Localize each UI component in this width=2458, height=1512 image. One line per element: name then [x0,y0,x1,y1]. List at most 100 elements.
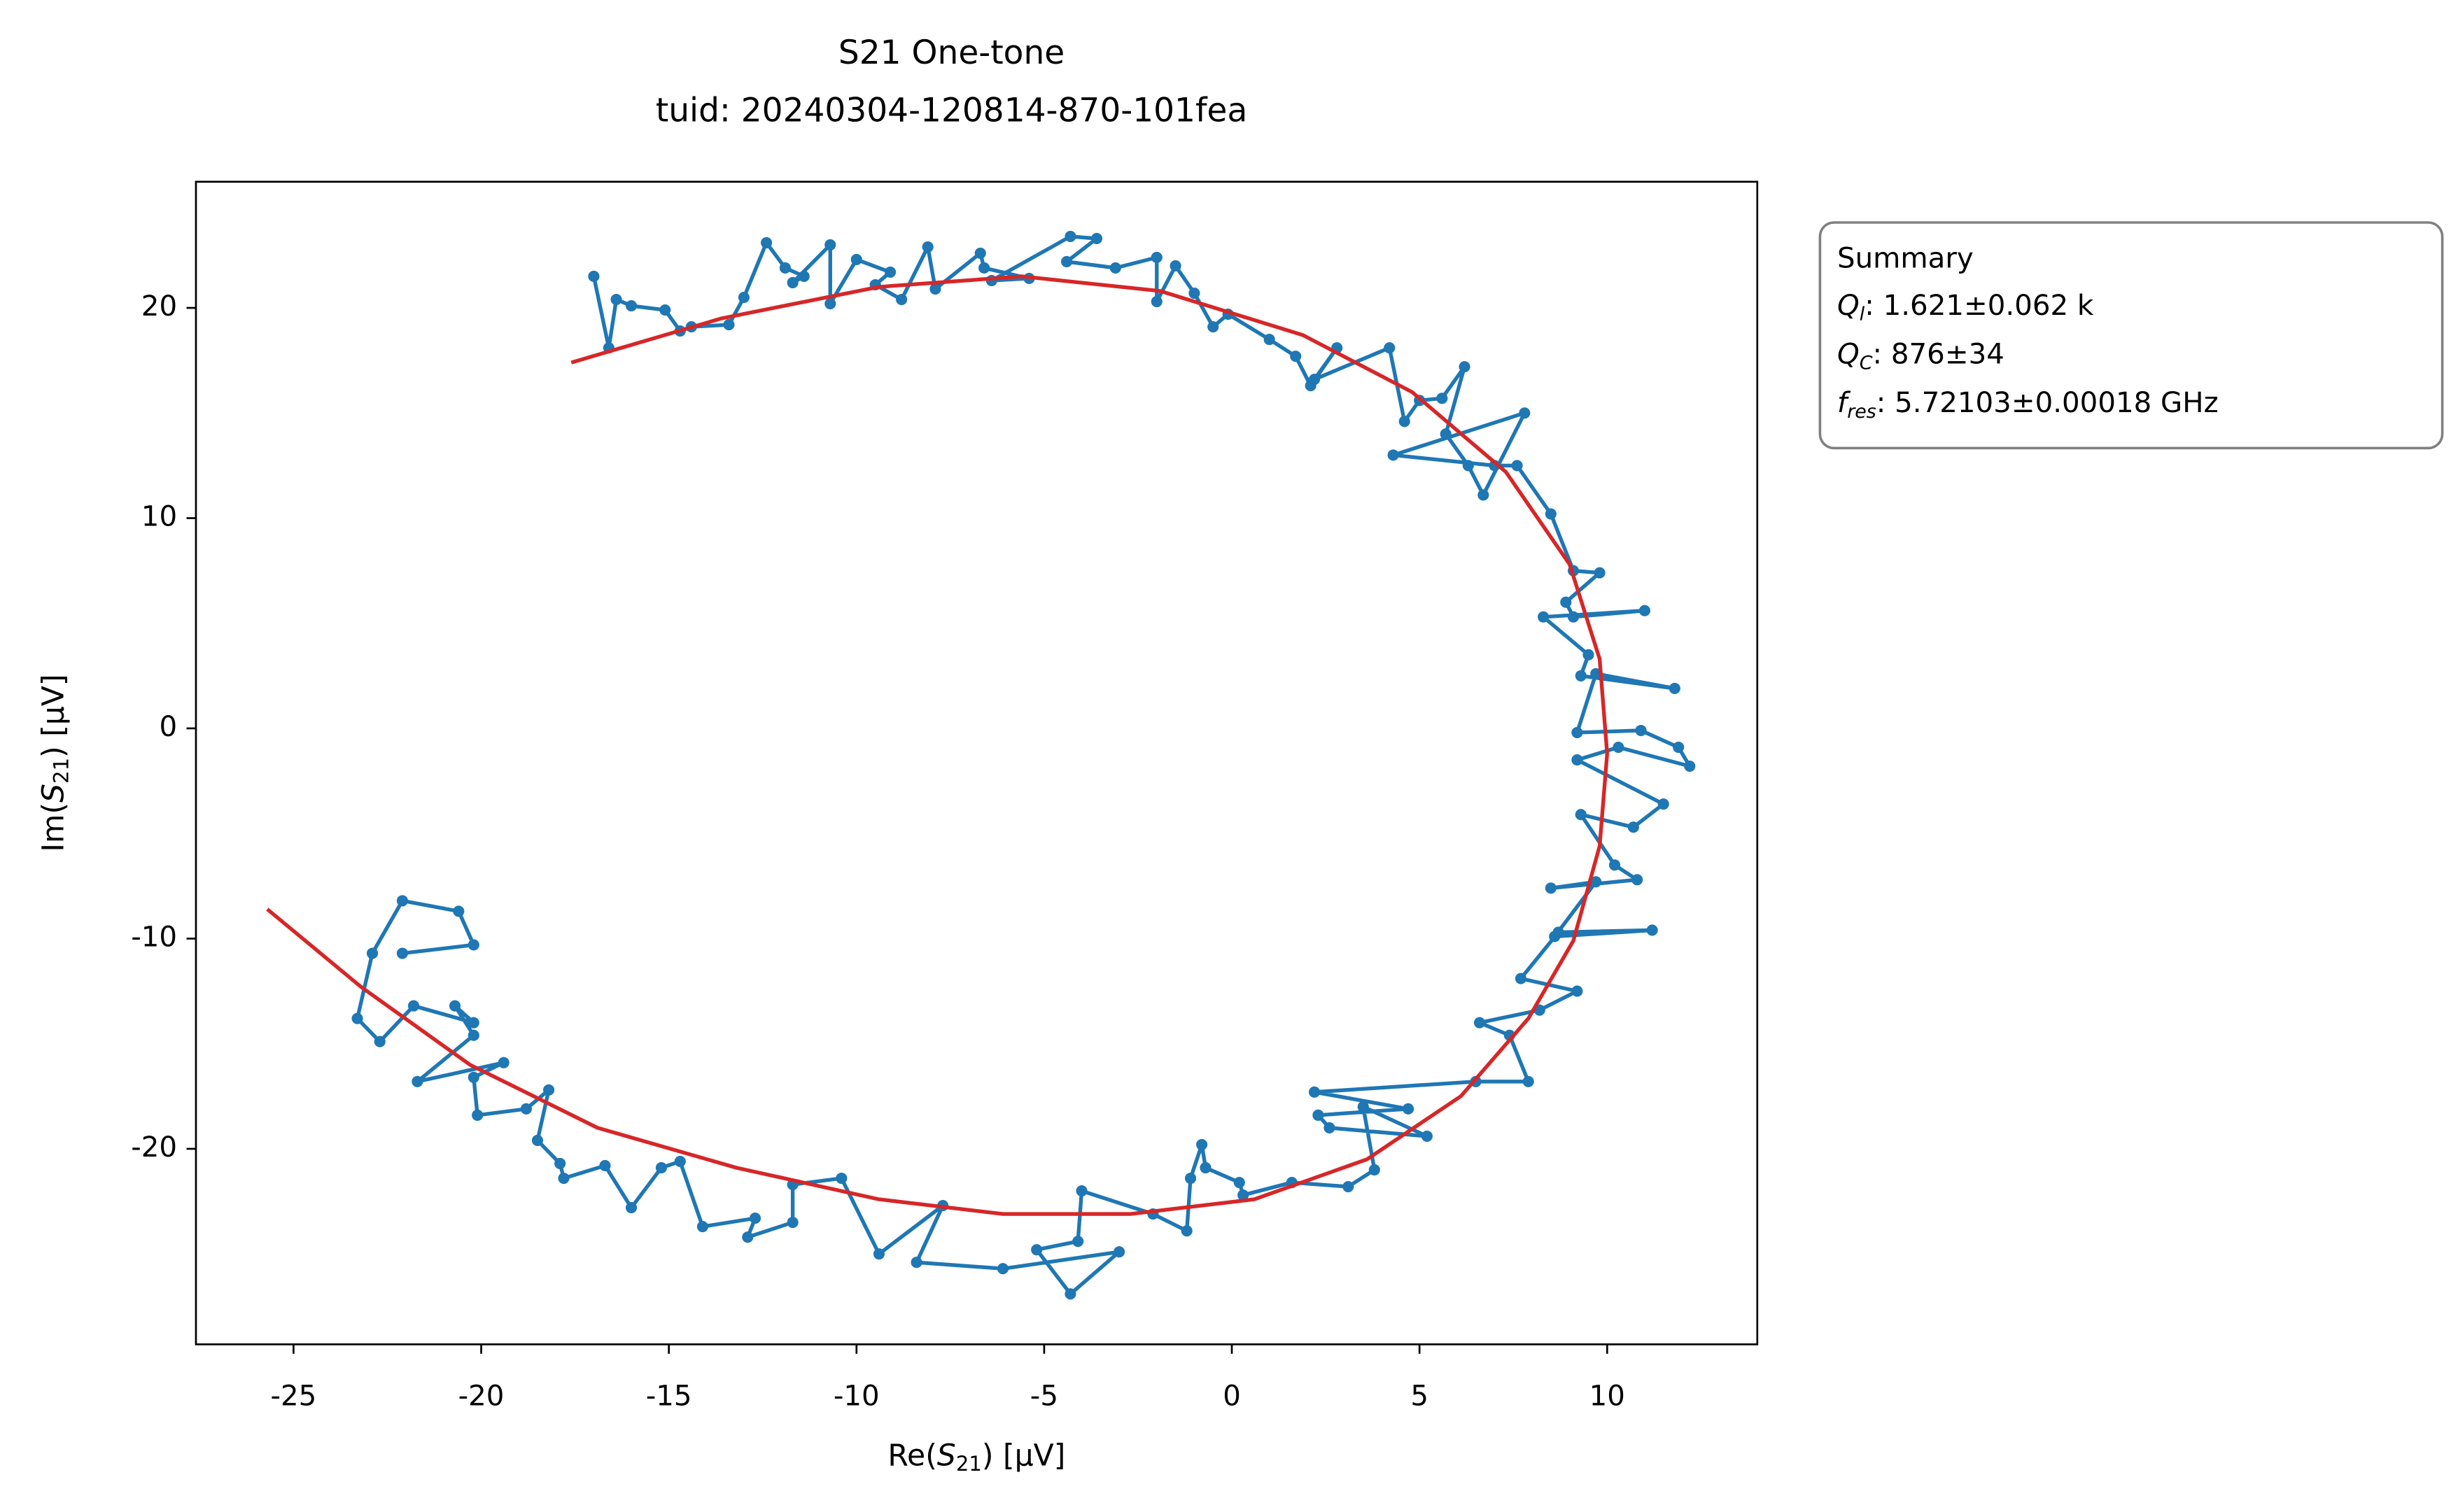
data-point [1638,605,1650,616]
data-point [997,1263,1009,1275]
data-point [1076,1185,1088,1197]
data-point [1552,926,1564,938]
data-point [896,293,908,306]
data-point [1567,611,1580,623]
data-point [1290,351,1302,362]
data-point [498,1057,510,1068]
data-point [1436,393,1448,404]
data-point [655,1161,667,1174]
data-point [1545,508,1557,520]
data-point [1635,724,1647,737]
data-point [824,239,836,250]
data-point [850,253,862,266]
data-point [1065,1288,1076,1300]
data-point [1263,334,1275,346]
data-point [1184,1172,1197,1185]
data-point [659,304,671,316]
data-point [625,299,638,312]
data-point [1545,882,1557,894]
data-point [610,293,622,306]
data-point [1594,567,1606,579]
data-point [396,895,408,907]
data-point [1065,230,1076,242]
summary-symbol: Q [1837,289,1860,322]
data-point [1061,255,1073,268]
x-tick-label: 5 [1410,1380,1428,1413]
data-point [978,262,990,274]
data-point [1181,1225,1193,1237]
x-tick-label: -15 [646,1380,692,1413]
data-point [1477,489,1489,501]
data-point [1398,416,1410,428]
summary-subscript: l [1860,304,1865,325]
chart-title: S21 One-tone [838,34,1065,72]
data-point [1590,876,1602,888]
data-point [468,1029,479,1041]
summary-symbol: Q [1837,337,1860,370]
data-point [873,1248,885,1260]
data-point [1233,1176,1245,1189]
data-point [588,270,600,283]
data-point [1608,859,1621,871]
summary-line: QC: 876±34 [1837,337,2004,374]
data-point [1522,1075,1534,1087]
data-point [742,1231,754,1243]
summary-line: fres: 5.72103±0.00018 GHz [1837,386,2219,423]
data-point [922,241,934,253]
data-point [1403,1103,1414,1115]
data-point [1560,596,1572,608]
data-point [738,291,750,304]
data-point [412,1075,423,1087]
data-point [1188,287,1200,299]
data-point [396,947,408,959]
series-line [266,274,1609,1216]
data-point [1631,874,1643,886]
label-suffix: ) [µV] [982,1439,1066,1473]
label-subscript: 21 [956,1452,982,1476]
summary-box [1818,221,2444,450]
y-tick-label: 10 [141,500,177,533]
data-point [1237,1189,1249,1201]
data-point [696,1221,708,1233]
summary-subscript: res [1847,400,1876,422]
data-point [468,1071,479,1083]
summary-text: : 876±34 [1873,337,2004,370]
data-point [520,1103,532,1115]
data-point [1646,924,1658,936]
data-point [911,1257,922,1269]
label-suffix: ) [µV] [36,674,71,758]
data-point [1657,798,1669,810]
data-point [836,1172,848,1185]
chart-subtitle: tuid: 20240304-120814-870-101fea [656,92,1247,130]
x-axis-label: Re(S21) [µV] [887,1439,1065,1476]
data-point [1200,1161,1212,1174]
data-point [542,1084,555,1096]
data-point [1151,295,1163,308]
data-point [1109,262,1121,274]
summary-text: : 5.72103±0.00018 GHz [1876,386,2219,419]
data-point [1170,260,1181,272]
data-point [374,1036,386,1047]
data-point [674,1155,686,1168]
x-tick-label: -20 [458,1380,505,1413]
data-point [453,905,465,917]
x-tick-label: -25 [270,1380,316,1413]
data-point [824,297,836,310]
summary-subscript: C [1860,352,1873,374]
x-tick-label: -5 [1030,1380,1058,1413]
data-point [1669,682,1680,694]
data-point [1196,1138,1208,1150]
summary-title: Summary [1837,242,1974,275]
data-point [1440,428,1452,440]
summary-text: : 1.621±0.062 k [1864,289,2094,322]
data-point [1323,1122,1335,1133]
data-point [558,1172,570,1185]
data-point [1582,649,1594,660]
data-point [1387,449,1399,461]
data-point [1090,232,1103,244]
x-tick-label: 0 [1223,1380,1241,1413]
data-point [468,939,479,951]
data-point [1673,741,1685,754]
data-point [1538,611,1550,623]
